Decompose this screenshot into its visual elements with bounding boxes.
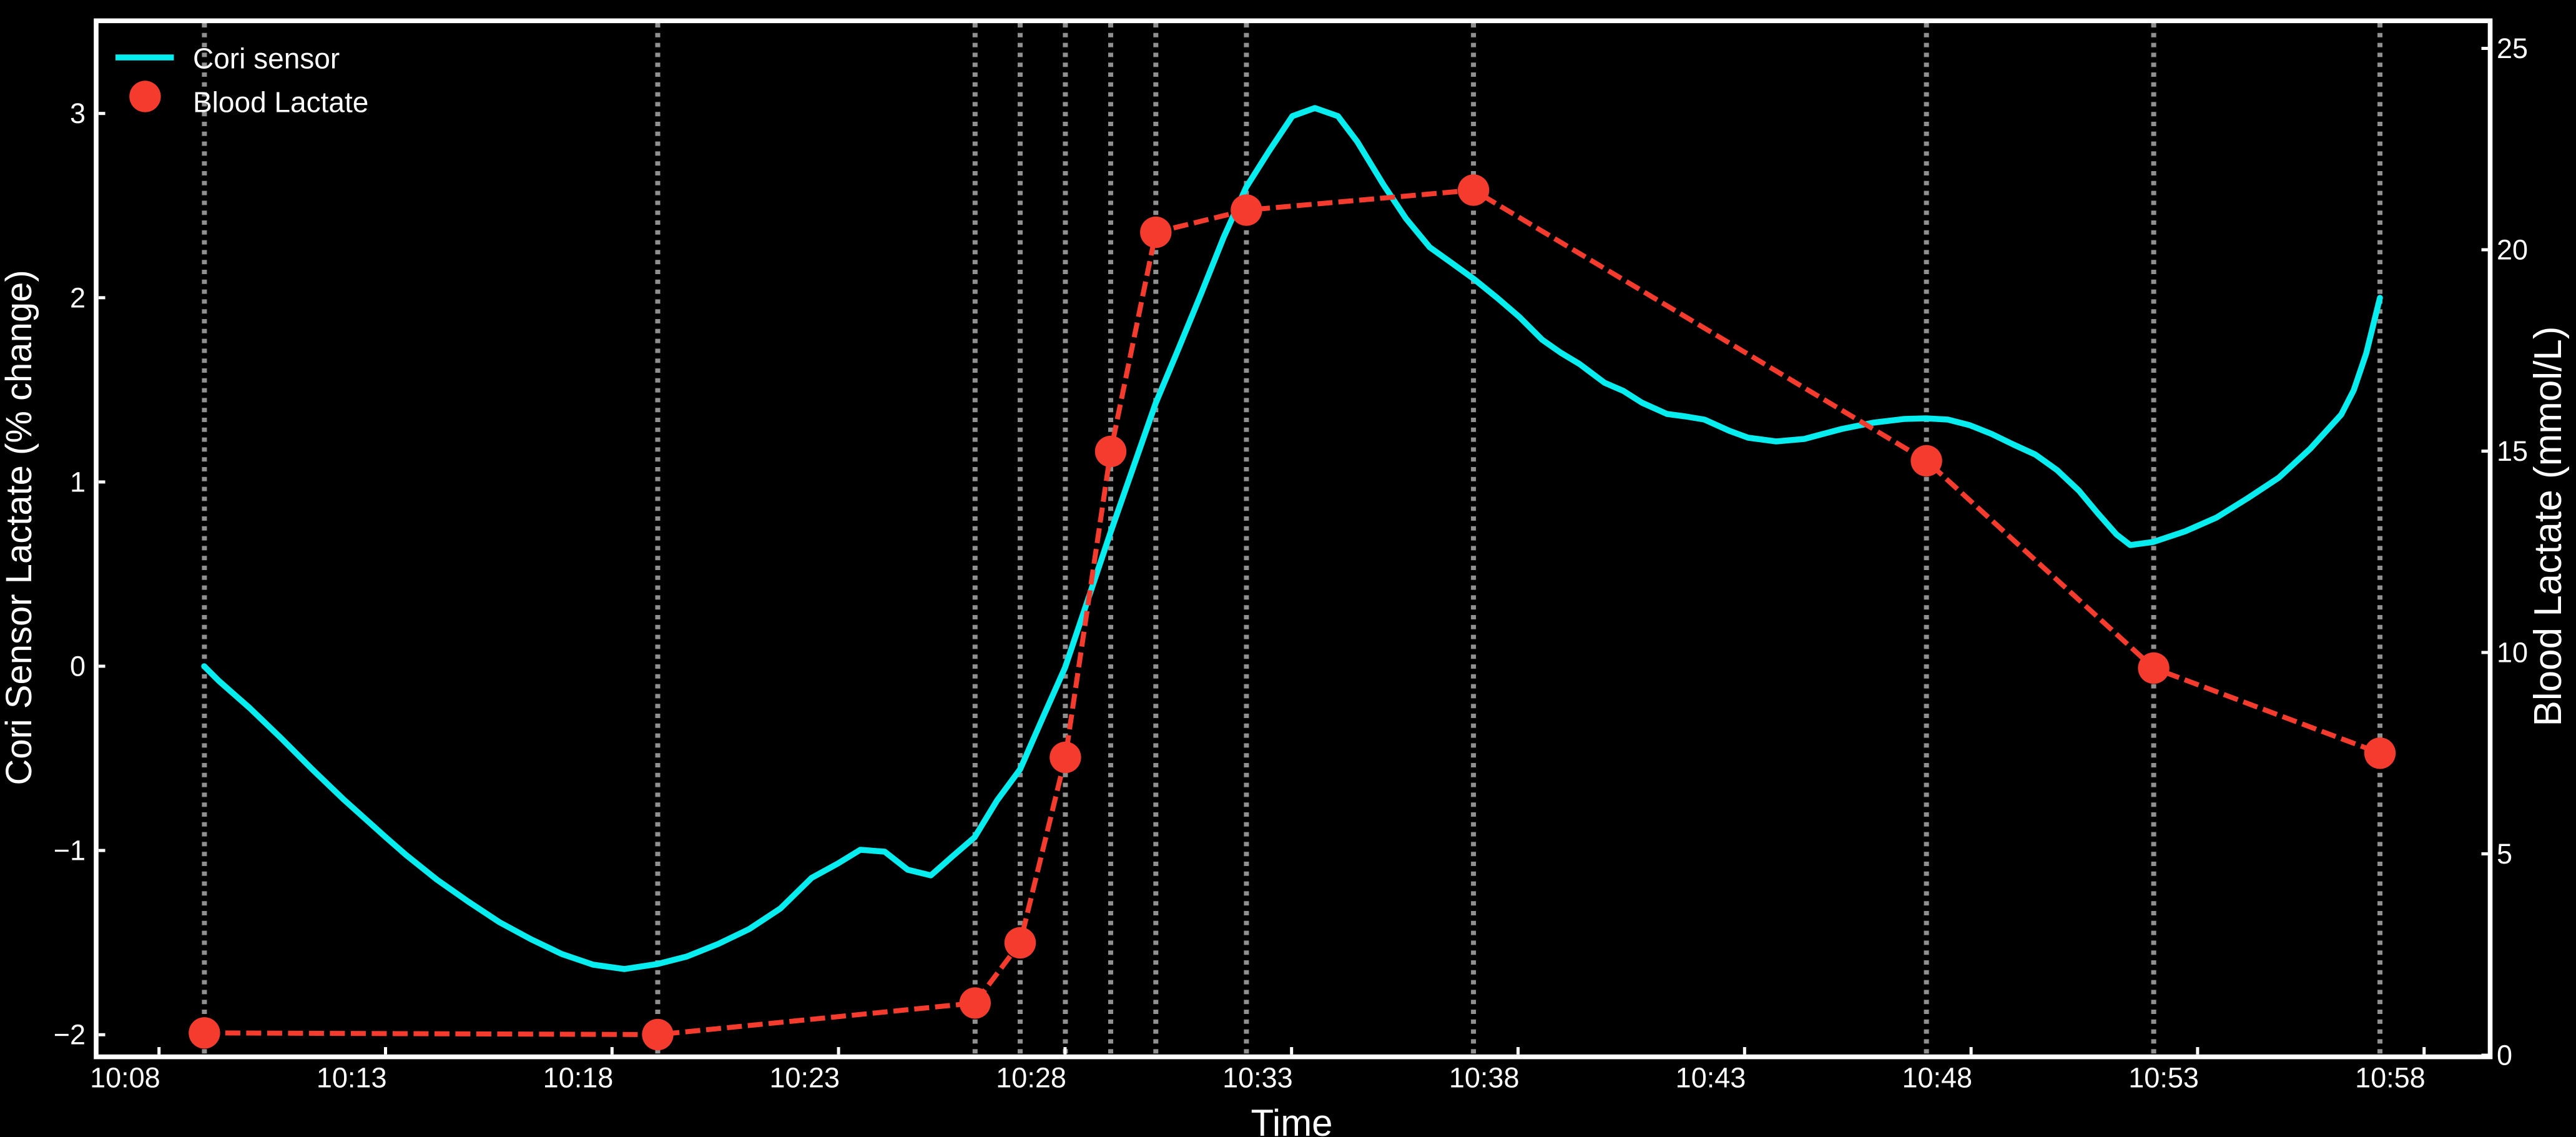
- svg-text:Cori sensor: Cori sensor: [193, 42, 340, 75]
- svg-text:−2: −2: [54, 1019, 86, 1051]
- svg-text:5: 5: [2497, 838, 2512, 870]
- svg-text:10:23: 10:23: [769, 1062, 840, 1094]
- svg-text:10:38: 10:38: [1449, 1062, 1520, 1094]
- svg-text:10:18: 10:18: [543, 1062, 614, 1094]
- svg-text:3: 3: [70, 97, 86, 129]
- svg-text:10:48: 10:48: [1902, 1062, 1972, 1094]
- svg-text:10:28: 10:28: [996, 1062, 1066, 1094]
- svg-text:Blood Lactate: Blood Lactate: [193, 86, 368, 119]
- svg-text:0: 0: [70, 651, 86, 682]
- svg-text:10:43: 10:43: [1676, 1062, 1746, 1094]
- svg-text:0: 0: [2497, 1040, 2512, 1071]
- svg-text:10:08: 10:08: [90, 1062, 160, 1094]
- svg-text:−1: −1: [54, 835, 86, 867]
- svg-text:10:53: 10:53: [2128, 1062, 2199, 1094]
- svg-text:1: 1: [70, 466, 86, 498]
- svg-text:10:58: 10:58: [2355, 1062, 2426, 1094]
- svg-text:Blood Lactate (mmol/L): Blood Lactate (mmol/L): [2527, 327, 2570, 727]
- svg-text:25: 25: [2497, 32, 2528, 64]
- svg-text:10:33: 10:33: [1222, 1062, 1293, 1094]
- svg-text:10: 10: [2497, 637, 2528, 669]
- svg-text:2: 2: [70, 282, 86, 313]
- svg-text:20: 20: [2497, 234, 2528, 266]
- svg-text:Cori Sensor Lactate (% change): Cori Sensor Lactate (% change): [0, 270, 39, 785]
- svg-text:Time: Time: [1251, 1102, 1332, 1137]
- svg-text:15: 15: [2497, 435, 2528, 467]
- svg-text:10:13: 10:13: [317, 1062, 387, 1094]
